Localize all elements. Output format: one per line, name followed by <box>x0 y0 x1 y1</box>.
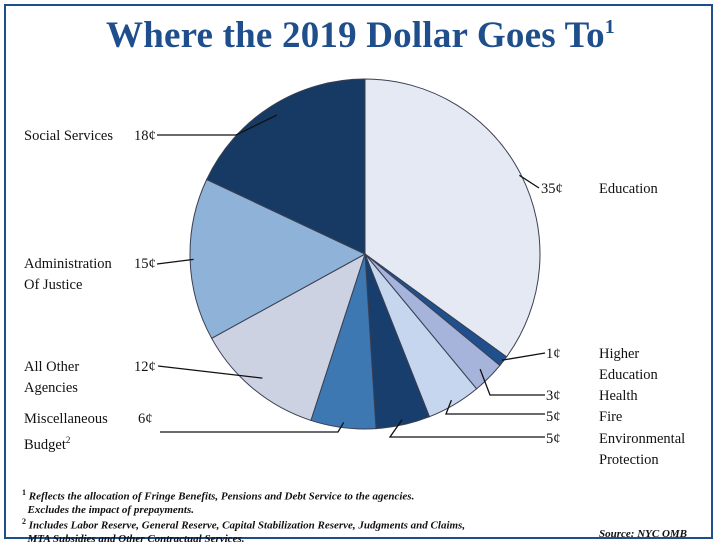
label-all-other-agencies: All Other Agencies <box>24 359 80 396</box>
value-administration-of-justice: 15¢ <box>134 256 156 272</box>
leader-line-administration-of-justice <box>156 258 194 265</box>
value-all-other-agencies: 12¢ <box>134 359 156 375</box>
label-administration-of-justice: Administration Of Justice <box>24 256 112 293</box>
leader-line-environmental-protection <box>388 419 545 438</box>
value-higher-education: 1¢ <box>546 346 561 362</box>
leader-line-higher-education <box>501 352 546 361</box>
label-social-services: Social Services <box>24 128 113 144</box>
leader-line-all-other-agencies <box>157 365 263 379</box>
value-miscellaneous-budget: 6¢ <box>138 411 153 427</box>
footnote-2: 2 Includes Labor Reserve, General Reserv… <box>22 517 466 546</box>
leader-line-education <box>519 174 540 189</box>
label-fire: Fire <box>599 409 623 425</box>
value-health: 3¢ <box>546 388 561 404</box>
value-fire: 5¢ <box>546 409 561 425</box>
leader-line-social-services <box>157 114 278 136</box>
label-higher-education: Higher Education <box>599 346 658 383</box>
footnote-1: 1 Reflects the allocation of Fringe Bene… <box>22 488 415 517</box>
source-note: Source: NYC OMB <box>599 528 688 540</box>
pie-slice-education <box>364 78 541 358</box>
leader-line-fire <box>445 399 545 415</box>
leader-lines <box>156 114 546 438</box>
label-education: Education <box>599 181 658 197</box>
label-environmental-protection: Environmental Protection <box>599 431 686 468</box>
value-social-services: 18¢ <box>134 128 156 144</box>
pie-slice-all-other-agencies <box>210 252 366 422</box>
value-education: 35¢ <box>541 181 563 197</box>
pie-slices <box>189 78 541 430</box>
value-environmental-protection: 5¢ <box>546 431 561 447</box>
leader-line-health <box>479 368 545 396</box>
chart-title: Where the 2019 Dollar Goes To1 <box>0 14 721 57</box>
leader-line-miscellaneous-budget <box>160 422 345 433</box>
label-health: Health <box>599 388 638 404</box>
label-miscellaneous-budget: Miscellaneous Budget2 <box>24 411 108 453</box>
pie-slice-social-services <box>205 78 366 255</box>
title-footnote-mark: 1 <box>604 16 615 38</box>
chart-title-text: Where the 2019 Dollar Goes To <box>106 15 605 56</box>
